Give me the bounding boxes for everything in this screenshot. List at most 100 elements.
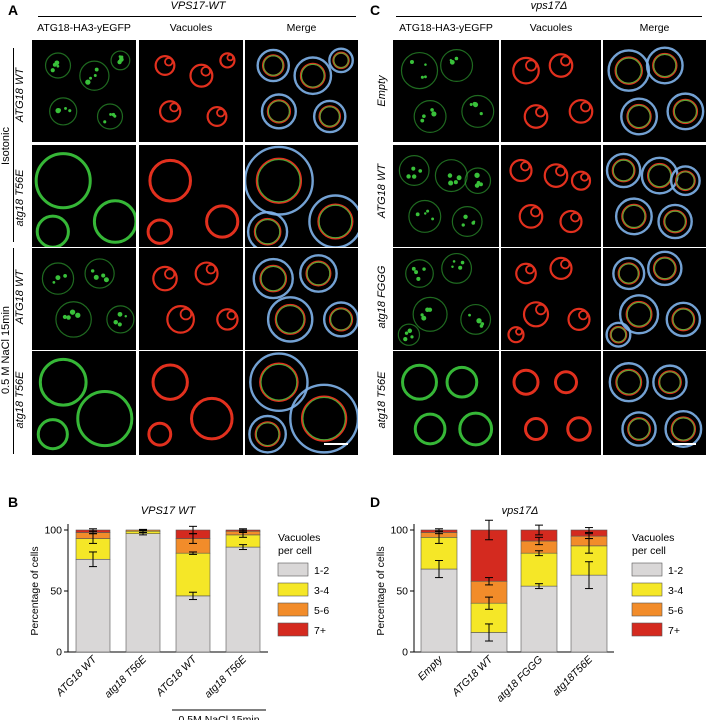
- legend-swatch-5-6: [277, 602, 309, 617]
- error-bar: [239, 544, 247, 551]
- error-bar: [535, 550, 543, 557]
- y-tick-label: 50: [396, 586, 408, 598]
- panel-a-micrograph-r1-gfp: [32, 40, 136, 142]
- panel-a-group-bracket-2: [13, 248, 14, 454]
- error-bar: [239, 528, 247, 532]
- panel-a-micrograph-r3-vac: [139, 248, 243, 350]
- chart-title: VPS17 WT: [141, 505, 197, 517]
- y-axis-label: Percentage of cells: [29, 546, 41, 635]
- bar-segment-1-2: [75, 558, 111, 653]
- legend-label-7+: 7+: [314, 625, 326, 637]
- x-tick-label: atg18T56E: [550, 653, 596, 699]
- panel-a-micrograph-r2-vac: [139, 145, 243, 247]
- legend-label-7+: 7+: [668, 625, 680, 637]
- panel-c-row-1-label: Empty: [376, 75, 388, 107]
- panel-a-col-gfp: ATG18-HA3-yEGFP: [37, 22, 131, 34]
- error-bar: [585, 533, 593, 540]
- error-bar: [89, 528, 97, 532]
- legend-label-1-2: 1-2: [668, 565, 683, 577]
- bar-segment-1-2: [420, 568, 458, 653]
- group-label: 0.5M NaCl 15min: [178, 714, 259, 720]
- error-bar: [485, 577, 493, 586]
- bar-segment-1-2: [225, 546, 261, 653]
- panel-a-micrograph-r3-merge: [245, 248, 358, 350]
- error-bar: [189, 591, 197, 601]
- error-bar: [435, 560, 443, 579]
- panel-c-row-3-label: atg18 FGGG: [376, 265, 388, 329]
- panel-c-micrograph-r4-vac: [501, 351, 601, 455]
- x-tick-label: ATG18 WT: [153, 653, 200, 700]
- panel-c-micrograph-r2-gfp: [393, 145, 499, 247]
- bar-segment-1-2: [125, 533, 161, 653]
- panel-a-title: VPS17-WT: [170, 0, 226, 12]
- panel-b-letter: B: [8, 494, 19, 510]
- panel-a-title-rule: [38, 16, 356, 17]
- panel-c-title-rule: [396, 16, 702, 17]
- x-tick-label: ATG18 WT: [449, 653, 496, 700]
- y-tick-label: 100: [44, 525, 62, 537]
- x-tick-label: atg18 T56E: [102, 653, 150, 701]
- legend-swatch-5-6: [631, 602, 663, 617]
- panel-a-micrograph-r1-vac: [139, 40, 243, 142]
- panel-a-micrograph-r2-gfp: [32, 145, 136, 247]
- panel-a-micrograph-r2-merge: [245, 145, 358, 247]
- error-bar: [585, 561, 593, 590]
- panel-c-micrograph-r4-merge: [603, 351, 706, 455]
- error-bar: [485, 596, 493, 610]
- panel-c-micrograph-r2-merge: [603, 145, 706, 247]
- x-tick-label: atg18 FGGG: [494, 654, 545, 705]
- error-bar: [189, 551, 197, 555]
- legend-swatch-7+: [277, 622, 309, 637]
- panel-a-micrograph-r4-merge: [245, 351, 358, 455]
- panel-c-micrograph-r4-gfp: [393, 351, 499, 455]
- panel-a-row-4-label: atg18 T56E: [14, 371, 26, 429]
- panel-c-title: vps17Δ: [530, 0, 568, 12]
- panel-a-micrograph-r3-gfp: [32, 248, 136, 350]
- error-bar: [89, 551, 97, 568]
- legend-swatch-3-4: [631, 582, 663, 597]
- panel-c-col-merge: Merge: [639, 22, 670, 34]
- panel-a-row-3-label: ATG18 WT: [14, 269, 26, 325]
- error-bar: [485, 519, 493, 541]
- panel-c-row-2-label: ATG18 WT: [376, 163, 388, 219]
- y-axis-label: Percentage of cells: [375, 546, 387, 635]
- bar-segment-1-2: [175, 595, 211, 653]
- bar-segment-3-4: [520, 552, 558, 587]
- legend-title: Vacuoles: [278, 532, 320, 544]
- error-bar: [585, 527, 593, 533]
- scale-bar: [324, 443, 348, 445]
- panel-a-row-1-label: ATG18 WT: [14, 67, 26, 123]
- panel-a-micrograph-r4-vac: [139, 351, 243, 455]
- panel-a-group-bracket-1: [13, 48, 14, 242]
- error-bar: [535, 536, 543, 546]
- panel-c-col-gfp: ATG18-HA3-yEGFP: [399, 22, 493, 34]
- legend-label-1-2: 1-2: [314, 565, 329, 577]
- panel-a-group-isotonic: Isotonic: [0, 127, 12, 165]
- y-tick-label: 100: [390, 525, 408, 537]
- legend-label-3-4: 3-4: [314, 585, 329, 597]
- panel-c-micrograph-r3-merge: [603, 248, 706, 350]
- legend-label-5-6: 5-6: [668, 605, 683, 617]
- x-tick-label: atg18 T56E: [202, 653, 250, 701]
- legend-swatch-1-2: [631, 562, 663, 577]
- x-tick-label: ATG18 WT: [53, 653, 100, 700]
- chart-title: vps17Δ: [502, 505, 539, 517]
- panel-d-chart: vps17Δ Percentage of cells 0 50 100 Empty ATG1…: [375, 505, 683, 705]
- panel-c-row-4-label: atg18 T56E: [376, 371, 388, 429]
- error-bar: [485, 623, 493, 642]
- legend-title: Vacuoles: [632, 532, 674, 544]
- panel-d-letter: D: [370, 494, 381, 510]
- panel-c-micrograph-r3-vac: [501, 248, 601, 350]
- y-tick-label: 0: [56, 647, 62, 659]
- legend-swatch-1-2: [277, 562, 309, 577]
- panel-c-letter: C: [370, 2, 381, 18]
- y-tick-label: 50: [50, 586, 62, 598]
- panel-c-micrograph-r2-vac: [501, 145, 601, 247]
- panel-a-micrograph-r1-merge: [245, 40, 358, 142]
- scale-bar: [672, 443, 696, 445]
- legend-label-3-4: 3-4: [668, 585, 683, 597]
- error-bar: [139, 528, 147, 532]
- error-bar: [535, 583, 543, 590]
- x-tick-label: Empty: [416, 653, 446, 683]
- panel-c-micrograph-r1-merge: [603, 40, 706, 142]
